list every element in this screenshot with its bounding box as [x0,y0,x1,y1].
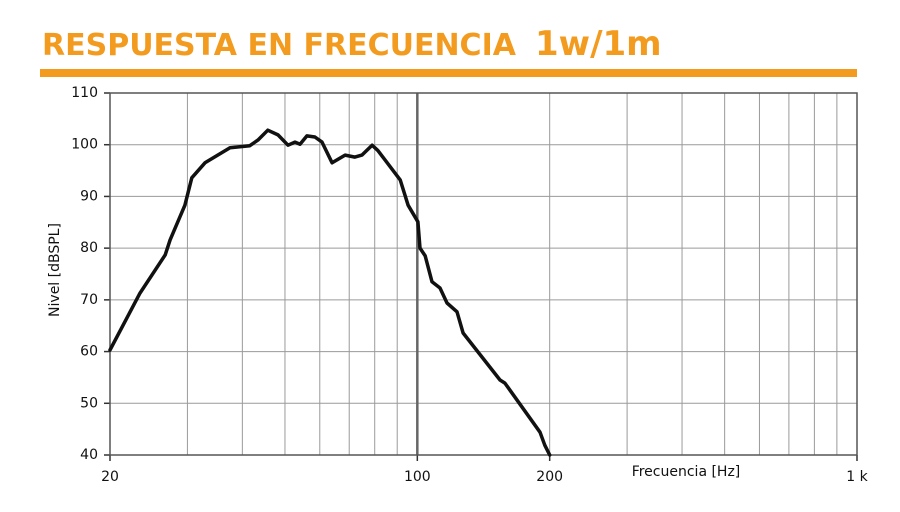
y-axis-label: Nivel [dBSPL] [47,223,63,317]
x-tick-label: 20 [101,469,119,485]
chart-subtitle: 1w/1m [535,24,662,64]
x-axis-label: Frecuencia [Hz] [632,464,741,480]
response-curve [108,128,552,457]
title-rule [40,69,857,77]
y-tick-label: 100 [71,137,98,153]
x-tick-label: 1 k [846,469,868,485]
y-tick-label: 90 [80,188,98,204]
y-tick-label: 70 [80,292,98,308]
x-tick-label: 200 [536,469,563,485]
y-tick-label: 80 [80,240,98,256]
x-tick-label: 100 [404,469,431,485]
y-tick-label: 40 [80,447,98,463]
y-tick-label: 60 [80,344,98,360]
chart-title: RESPUESTA EN FRECUENCIA [42,28,517,63]
plot-frame [109,92,858,456]
y-tick-label: 50 [80,395,98,411]
y-tick-label: 110 [71,85,98,101]
